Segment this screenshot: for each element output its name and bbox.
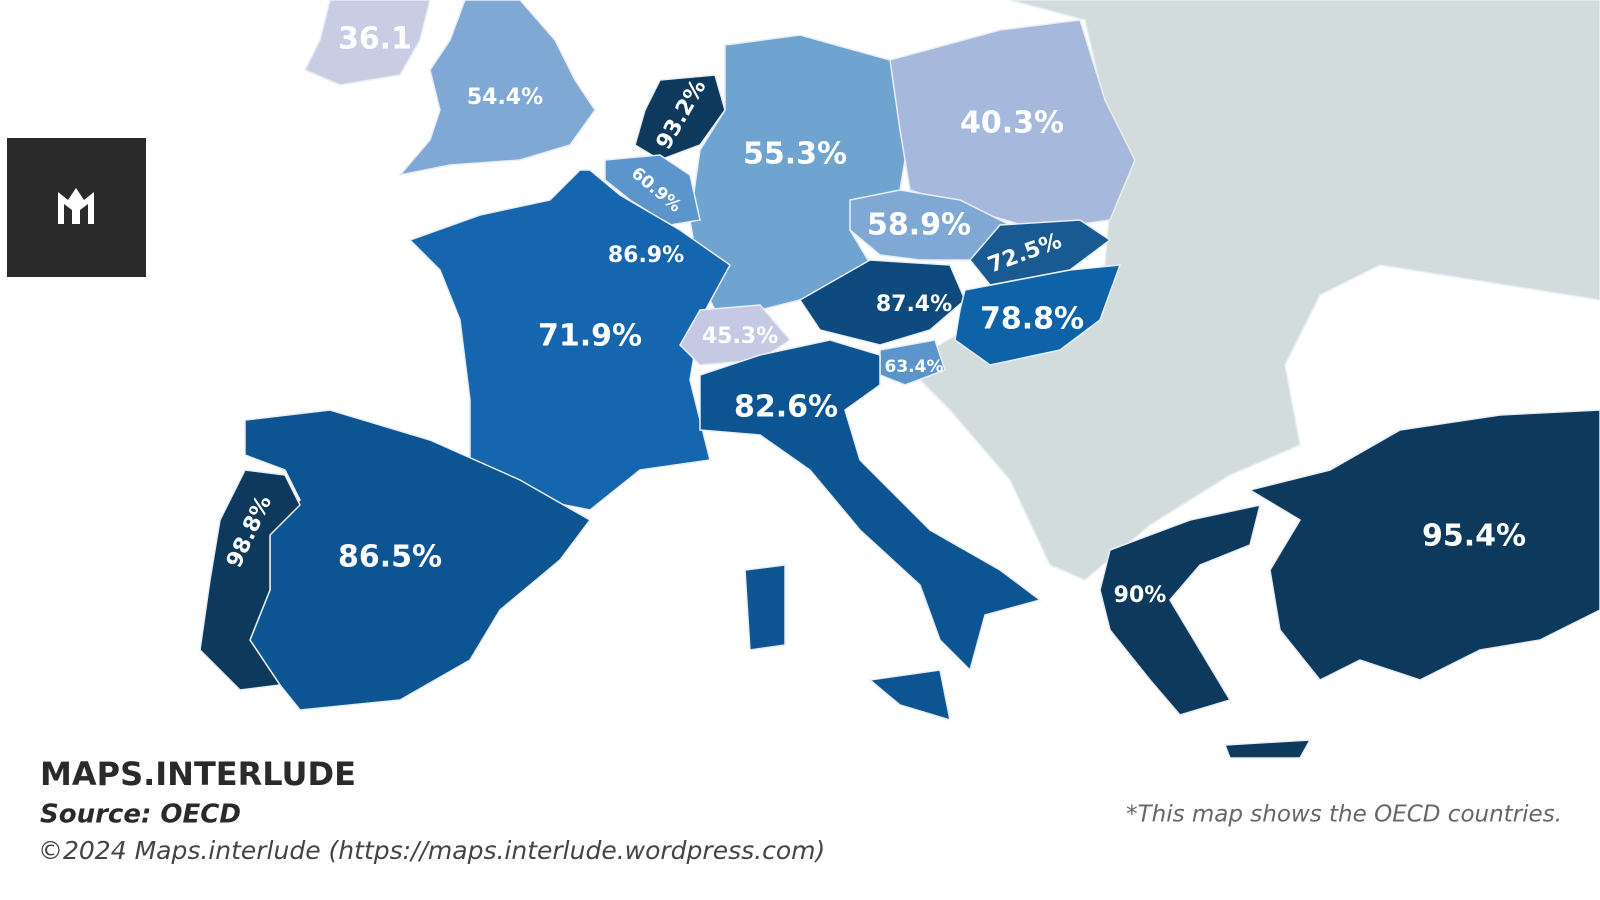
turkey bbox=[1248, 409, 1600, 681]
region-label: 82.6% bbox=[734, 390, 838, 425]
poland bbox=[889, 19, 1136, 231]
region-label: 86.9% bbox=[608, 243, 684, 268]
region-label: 87.4% bbox=[876, 292, 952, 317]
logo-mark bbox=[58, 188, 94, 224]
crete bbox=[1223, 739, 1312, 759]
brand: MAPS.INTERLUDE bbox=[40, 755, 356, 793]
sicily bbox=[868, 669, 951, 722]
region-label: 55.3% bbox=[743, 137, 847, 172]
region-label: 90% bbox=[1114, 583, 1167, 608]
region-label: 71.9% bbox=[538, 319, 642, 354]
region-label: 95.4% bbox=[1422, 519, 1526, 554]
greece bbox=[1099, 504, 1262, 716]
region-label: 40.3% bbox=[960, 106, 1064, 141]
logo bbox=[7, 138, 146, 277]
belgium bbox=[604, 154, 701, 226]
portugal bbox=[199, 469, 301, 691]
uk bbox=[398, 0, 596, 177]
austria bbox=[798, 259, 966, 346]
italy bbox=[699, 339, 1042, 672]
region-label: 78.8% bbox=[980, 302, 1084, 337]
copyright: ©2024 Maps.interlude (https://maps.inter… bbox=[38, 836, 825, 865]
region-label: 54.4% bbox=[467, 85, 543, 110]
netherlands bbox=[634, 74, 726, 161]
ireland bbox=[303, 0, 431, 86]
non-oecd-land bbox=[903, 0, 1600, 581]
region-label: 86.5% bbox=[338, 540, 442, 575]
region-label: 36.1 bbox=[338, 22, 412, 57]
region-label: 58.9% bbox=[867, 208, 971, 243]
region-label: 63.4% bbox=[885, 357, 944, 377]
region-label: 45.3% bbox=[702, 324, 778, 349]
sardinia bbox=[744, 564, 786, 651]
source: Source: OECD bbox=[40, 800, 241, 830]
hungary bbox=[954, 264, 1122, 366]
spain bbox=[244, 409, 592, 711]
note: *This map shows the OECD countries. bbox=[1126, 802, 1562, 828]
